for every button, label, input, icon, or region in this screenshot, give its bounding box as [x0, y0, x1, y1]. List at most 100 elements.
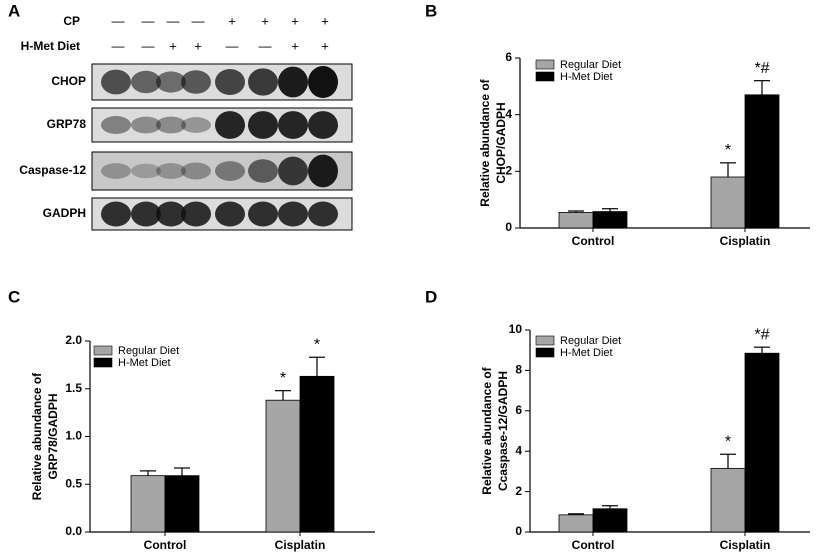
significance-mark: * [725, 433, 731, 450]
bar [710, 176, 746, 229]
significance-mark: * [280, 370, 286, 387]
band [215, 161, 245, 181]
y-axis-label: GRP78/GADPH [46, 393, 60, 479]
x-tick-label: Control [144, 538, 187, 552]
legend-swatch [93, 357, 113, 368]
legend-swatch [535, 59, 555, 70]
band [181, 201, 211, 227]
bar [299, 375, 335, 533]
band [248, 68, 278, 96]
band [101, 69, 131, 95]
y-axis-label: Relative abundance of [478, 78, 492, 206]
y-tick-label: 0 [505, 220, 512, 234]
band [308, 66, 338, 98]
y-axis-label: CHOP/GADPH [494, 102, 508, 183]
band [131, 116, 161, 134]
bar [592, 211, 628, 229]
condition-label: H-Met Diet [21, 39, 80, 53]
significance-mark: *# [754, 326, 769, 343]
band [308, 111, 338, 139]
band [131, 201, 161, 227]
y-tick-label: 0 [515, 524, 522, 538]
y-tick-label: 4 [505, 107, 512, 121]
sign: — [192, 13, 205, 28]
sign: — [167, 13, 180, 28]
y-tick-label: 4 [515, 443, 522, 457]
panel-label: D [425, 287, 437, 306]
panel-label: C [8, 287, 20, 306]
panel-label: A [8, 1, 20, 20]
x-tick-label: Cisplatin [720, 234, 771, 248]
y-tick-label: 2.0 [65, 333, 82, 347]
bar [710, 467, 746, 533]
band [278, 111, 308, 139]
y-tick-label: 10 [509, 322, 523, 336]
band [248, 159, 278, 183]
protein-label: GADPH [43, 206, 86, 220]
legend-swatch [93, 345, 113, 356]
y-tick-label: 2 [515, 484, 522, 498]
legend-label: Regular Diet [560, 59, 621, 71]
band [156, 201, 186, 227]
y-axis-label: Relative abundance of [30, 372, 44, 500]
sign: — [112, 38, 125, 53]
legend-swatch [535, 71, 555, 82]
band [156, 116, 186, 134]
legend-label: Regular Diet [118, 345, 179, 357]
y-tick-label: 0.0 [65, 524, 82, 538]
x-tick-label: Control [572, 538, 615, 552]
legend-label: Regular Diet [560, 335, 621, 347]
legend-label: H-Met Diet [560, 347, 613, 359]
y-tick-label: 6 [515, 403, 522, 417]
y-tick-label: 1.0 [65, 429, 82, 443]
y-tick-label: 6 [505, 50, 512, 64]
sign: + [321, 13, 329, 28]
legend-label: H-Met Diet [560, 71, 613, 83]
y-tick-label: 0.5 [65, 476, 82, 490]
legend-swatch [535, 347, 555, 358]
band [156, 163, 186, 179]
sign: — [112, 13, 125, 28]
sign: + [291, 38, 299, 53]
bar [558, 514, 594, 533]
band [101, 116, 131, 134]
sign: — [142, 38, 155, 53]
bar [130, 475, 166, 533]
band [308, 154, 338, 188]
band [248, 111, 278, 139]
sign: + [169, 38, 177, 53]
band [248, 201, 278, 227]
band [181, 117, 211, 133]
bar [592, 508, 628, 533]
band [131, 70, 161, 94]
sign: + [261, 13, 269, 28]
band [308, 201, 338, 227]
sign: — [142, 13, 155, 28]
bar [164, 475, 200, 533]
y-tick-label: 1.5 [65, 381, 82, 395]
y-axis-label: Ccaspase-12/GADPH [496, 371, 510, 491]
legend-swatch [535, 335, 555, 346]
band [278, 201, 308, 227]
sign: + [321, 38, 329, 53]
band [215, 201, 245, 227]
x-tick-label: Cisplatin [720, 538, 771, 552]
y-tick-label: 2 [505, 164, 512, 178]
panel-label: B [425, 1, 437, 20]
condition-label: CP [63, 14, 80, 28]
protein-label: Caspase-12 [19, 163, 86, 177]
band [131, 163, 161, 179]
y-tick-label: 8 [515, 363, 522, 377]
bar [265, 399, 301, 533]
protein-label: GRP78 [47, 117, 87, 131]
sign: + [194, 38, 202, 53]
x-tick-label: Control [572, 234, 615, 248]
band [278, 66, 308, 98]
sign: + [291, 13, 299, 28]
legend-label: H-Met Diet [118, 357, 171, 369]
band [156, 71, 186, 93]
significance-mark: *# [754, 60, 769, 77]
band [181, 162, 211, 180]
x-tick-label: Cisplatin [275, 538, 326, 552]
